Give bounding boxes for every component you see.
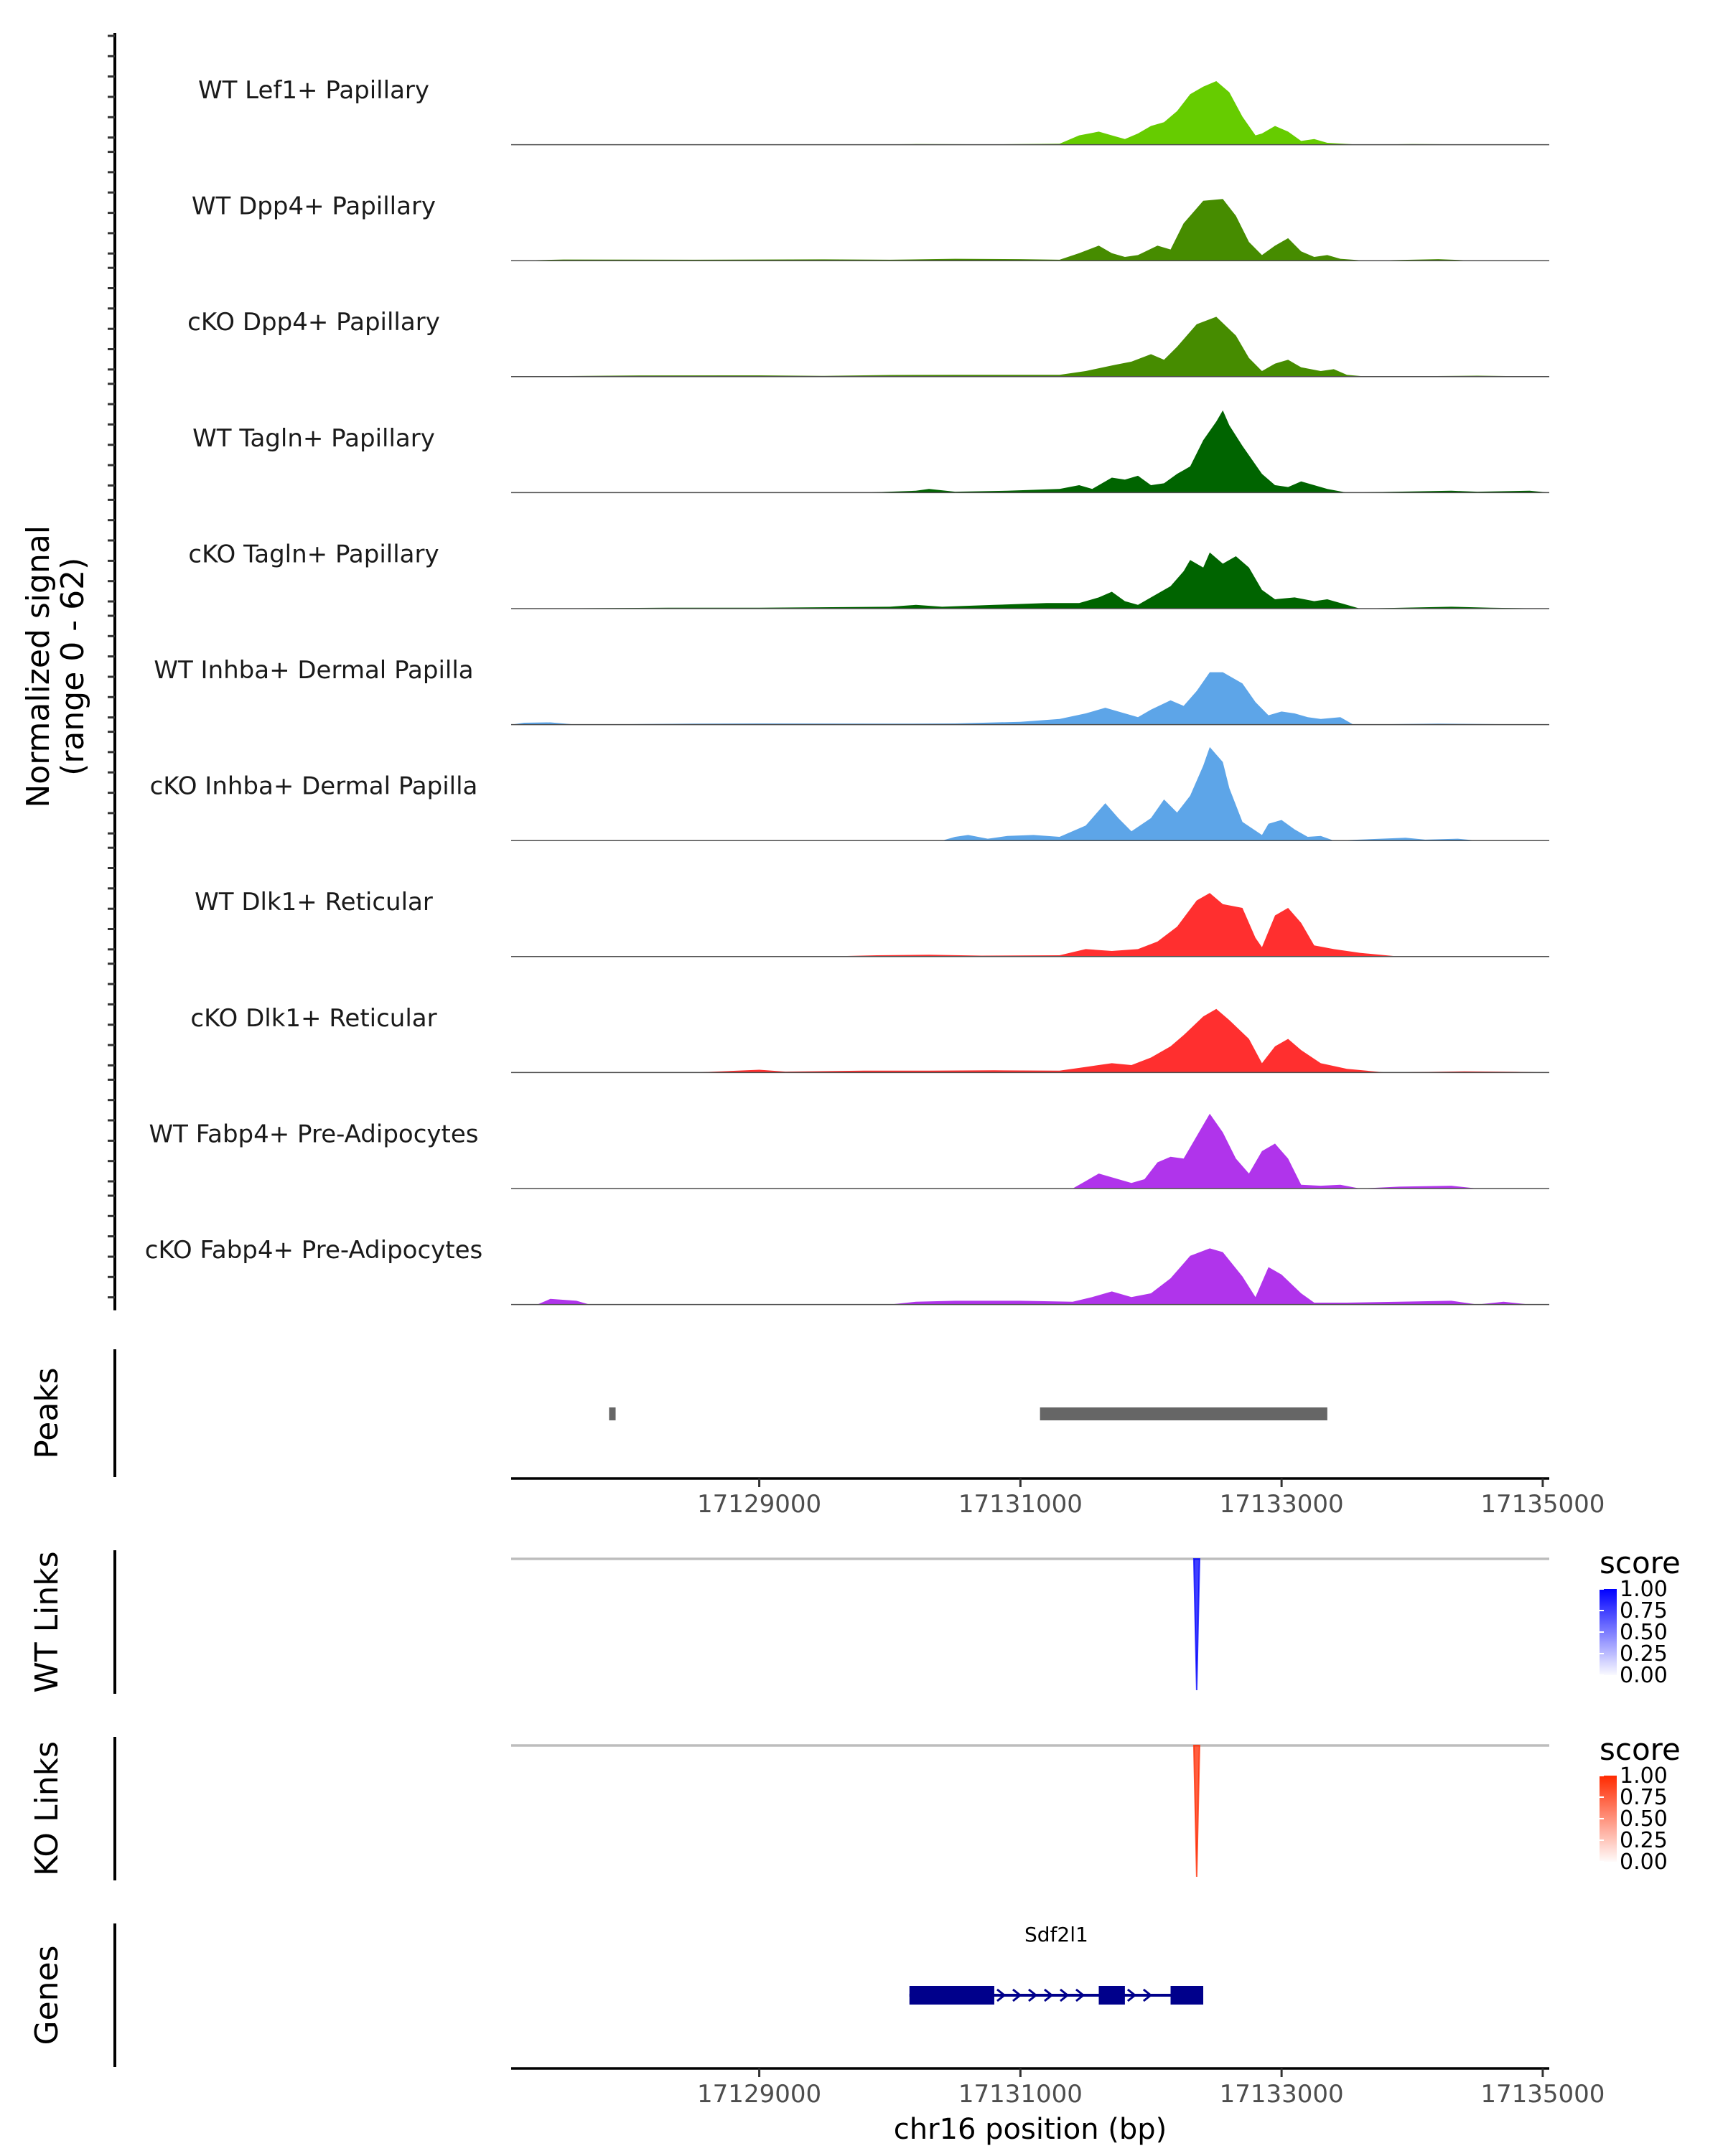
genes-track: Sdf2l1 <box>909 1923 1204 2005</box>
coverage-y-ticks <box>108 34 115 1299</box>
ylabel-line-2: (range 0 - 62) <box>55 558 91 776</box>
genes-label: Genes <box>29 1945 65 2045</box>
legend-label: 0.50 <box>1620 1620 1668 1645</box>
coverage-area <box>511 317 1549 377</box>
coverage-track: WT Dlk1+ Reticular <box>195 888 1549 957</box>
links-track <box>511 1557 1549 1691</box>
coverage-area <box>511 893 1549 957</box>
x-tick-label: 17131000 <box>958 2080 1083 2109</box>
track-label: WT Dpp4+ Papillary <box>192 192 436 221</box>
links-ko-ylabel: KO Links <box>29 1741 65 1876</box>
legend-label: 1.00 <box>1620 1763 1668 1789</box>
coverage-track: WT Tagln+ Papillary <box>192 410 1549 494</box>
track-label: cKO Tagln+ Papillary <box>188 540 439 568</box>
link-arc <box>1192 1745 1200 1878</box>
gene-exon <box>1170 1986 1204 2005</box>
coverage-area <box>511 410 1549 493</box>
track-label: WT Inhba+ Dermal Papilla <box>154 656 473 685</box>
coverage-area <box>511 746 1549 841</box>
track-label: cKO Dlk1+ Reticular <box>190 1004 436 1033</box>
legend-label: 0.75 <box>1620 1785 1668 1810</box>
coverage-area <box>511 1113 1549 1189</box>
legend-title: score <box>1600 1545 1681 1580</box>
legend-label: 1.00 <box>1620 1577 1668 1602</box>
legend-label: 0.25 <box>1620 1828 1668 1853</box>
track-label: WT Lef1+ Papillary <box>198 76 429 105</box>
strand-arrow <box>1075 1988 1085 2002</box>
strand-arrow <box>1126 1988 1137 2002</box>
legend-label: 0.00 <box>1620 1850 1668 1875</box>
x-tick-label: 17133000 <box>1220 2080 1344 2109</box>
coverage-track: WT Lef1+ Papillary <box>198 76 1549 146</box>
strand-arrow <box>1028 1988 1038 2002</box>
strand-arrow <box>1044 1988 1054 2002</box>
links-wt-label: WT Links <box>29 1551 65 1692</box>
peaks-label: Peaks <box>29 1367 65 1458</box>
track-label: cKO Fabp4+ Pre-Adipocytes <box>145 1236 483 1265</box>
x-tick-label: 17129000 <box>697 1490 821 1519</box>
coverage-ylabel: Normalized signal(range 0 - 62) <box>20 525 91 808</box>
peaks-ylabel: Peaks <box>29 1367 65 1458</box>
legend-label: 0.75 <box>1620 1598 1668 1623</box>
x-tick-label: 17135000 <box>1480 1490 1605 1519</box>
genes-x-axis: 17129000 17131000 17133000 17135000 chr16 po… <box>511 2067 1605 2146</box>
track-label: cKO Dpp4+ Papillary <box>187 308 440 337</box>
strand-arrow <box>1012 1988 1022 2002</box>
coverage-tracks: WT Lef1+ Papillary WT Dpp4+ Papillary cKO … <box>145 76 1549 1306</box>
x-tick-label: 17133000 <box>1220 1490 1344 1519</box>
coverage-area <box>511 81 1549 145</box>
coverage-area <box>511 552 1549 609</box>
link-arc <box>1192 1558 1200 1691</box>
track-label: WT Dlk1+ Reticular <box>195 888 433 917</box>
track-label: cKO Inhba+ Dermal Papilla <box>150 772 478 801</box>
coverage-area <box>511 672 1549 725</box>
coverage-track: cKO Dlk1+ Reticular <box>190 1004 1549 1074</box>
strand-arrow <box>996 1988 1007 2002</box>
coverage-track: WT Inhba+ Dermal Papilla <box>154 656 1549 726</box>
peak-region <box>1040 1407 1327 1420</box>
coverage-track: cKO Inhba+ Dermal Papilla <box>150 746 1549 841</box>
coverage-area <box>511 1008 1549 1073</box>
track-label: WT Fabp4+ Pre-Adipocytes <box>149 1120 479 1148</box>
x-tick-label: 17135000 <box>1480 2080 1605 2109</box>
ylabel-line-1: Normalized signal <box>20 525 57 808</box>
peaks-track <box>609 1407 1327 1420</box>
strand-arrow <box>1142 1988 1153 2002</box>
x-tick-label: 17131000 <box>958 1490 1083 1519</box>
peaks-x-axis: 17129000 17131000 17133000 17135000 <box>511 1477 1605 1519</box>
links-ko-label: KO Links <box>29 1741 65 1876</box>
coverage-track: cKO Dpp4+ Papillary <box>187 308 1549 378</box>
legend-title: score <box>1600 1732 1681 1767</box>
strand-arrow <box>1060 1988 1070 2002</box>
coverage-area <box>511 199 1549 261</box>
coverage-track: WT Fabp4+ Pre-Adipocytes <box>149 1113 1549 1189</box>
gene-exon <box>909 1986 994 2005</box>
legend-label: 0.25 <box>1620 1641 1668 1667</box>
coverage-track: cKO Tagln+ Papillary <box>188 540 1549 609</box>
x-axis-title: chr16 position (bp) <box>894 2113 1167 2146</box>
coverage-track: cKO Fabp4+ Pre-Adipocytes <box>145 1236 1549 1306</box>
peak-region <box>609 1407 616 1420</box>
links-wt-ylabel: WT Links <box>29 1551 65 1692</box>
legend-label: 0.00 <box>1620 1663 1668 1688</box>
track-label: WT Tagln+ Papillary <box>192 424 435 453</box>
gene-name: Sdf2l1 <box>1024 1923 1088 1946</box>
legend-label: 0.50 <box>1620 1806 1668 1832</box>
coverage-track: WT Dpp4+ Papillary <box>192 192 1549 261</box>
x-tick-label: 17129000 <box>697 2080 821 2109</box>
genes-ylabel: Genes <box>29 1945 65 2045</box>
gene-exon <box>1098 1986 1125 2005</box>
links-track <box>511 1744 1549 1878</box>
coverage-area <box>511 1248 1549 1305</box>
